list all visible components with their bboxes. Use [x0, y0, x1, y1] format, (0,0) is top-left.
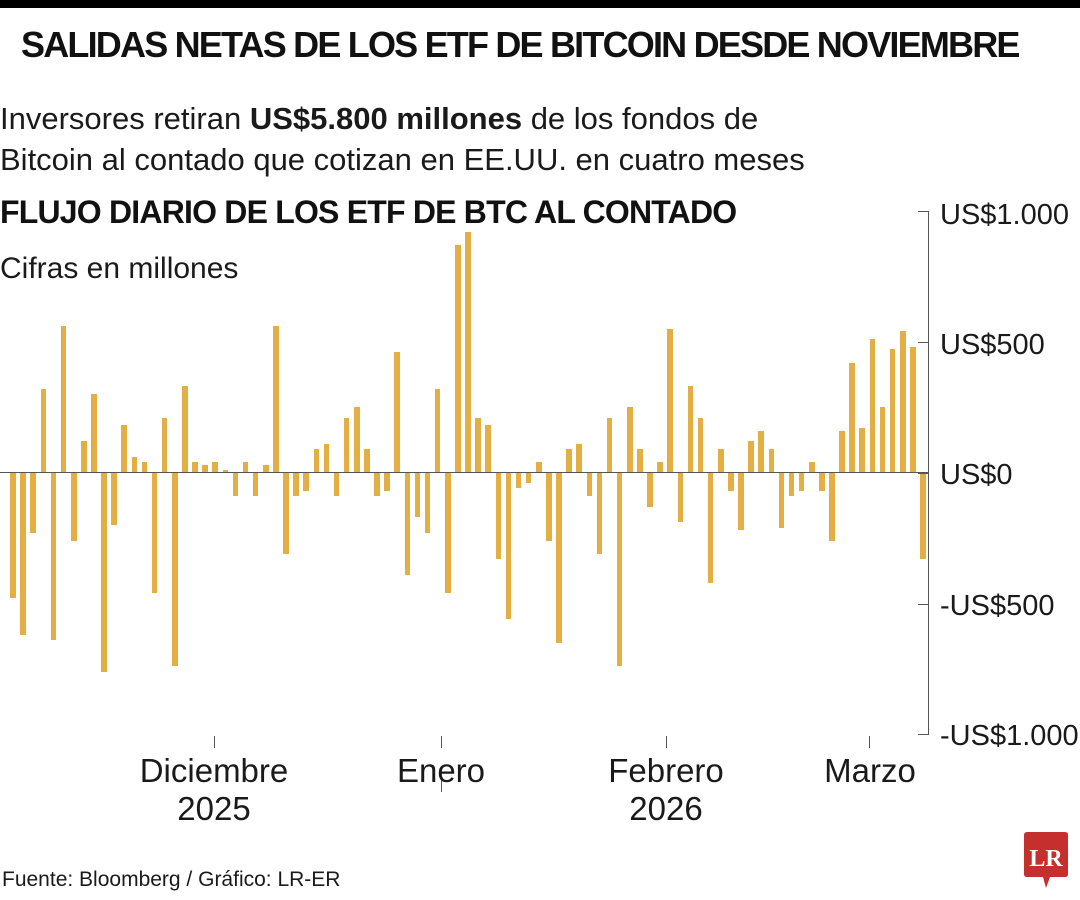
svg-text:LR: LR: [1029, 846, 1063, 872]
